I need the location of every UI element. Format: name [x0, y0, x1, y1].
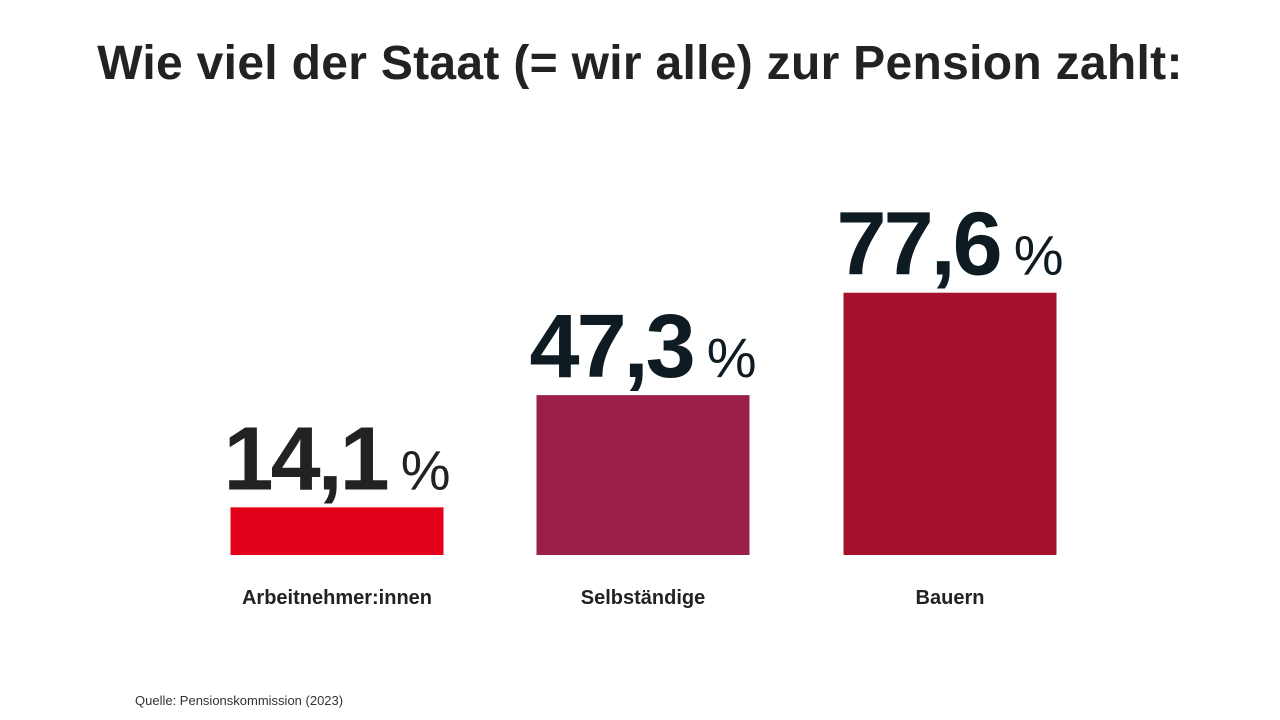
source-note: Quelle: Pensionskommission (2023) — [135, 693, 344, 708]
value-label-0: 14,1% — [224, 409, 451, 509]
category-label-2: Bauern — [916, 587, 985, 609]
chart-title: Wie viel der Staat (= wir alle) zur Pens… — [97, 37, 1183, 90]
bar-1 — [536, 395, 750, 555]
category-label-1: Selbständige — [581, 587, 705, 609]
category-label-0: Arbeitnehmer:innen — [242, 587, 432, 609]
bar-2 — [843, 292, 1057, 555]
bar-0 — [230, 507, 444, 555]
value-label-2: 77,6% — [837, 195, 1064, 295]
value-label-1: 47,3% — [530, 297, 757, 397]
